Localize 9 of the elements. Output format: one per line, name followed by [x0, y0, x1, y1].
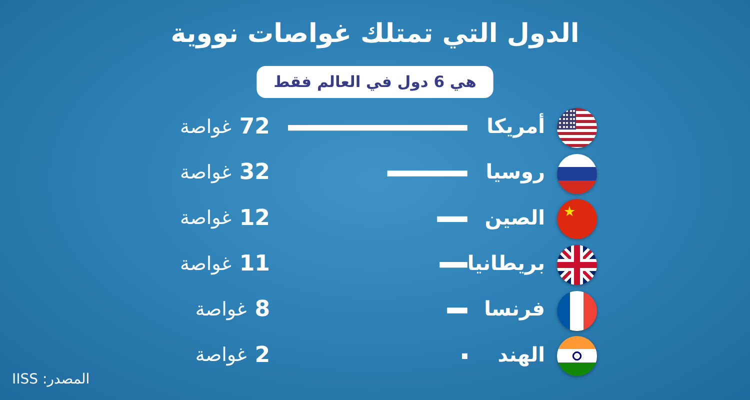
text: المصدر: IISS	[12, 372, 90, 388]
y-tick-label: الهند	[498, 342, 545, 366]
y-tick-label: بريطانيا	[467, 251, 545, 276]
chart-subtitle: هي 6 دول في العالم فقط	[274, 73, 476, 92]
y-tick-label: فرنسا	[484, 296, 545, 321]
y-tick-label: الصين	[484, 205, 545, 230]
chart-title: الدول التي تمتلك غواصات نووية	[170, 19, 580, 49]
y-tick-label: روسيا	[486, 160, 545, 184]
y-tick-label: أمريكا	[486, 113, 545, 138]
